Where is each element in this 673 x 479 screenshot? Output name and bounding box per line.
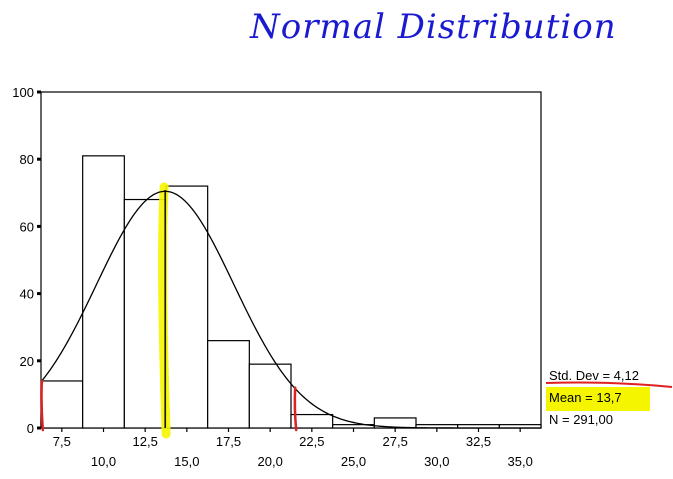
y-tick-label-2: 40 <box>20 287 34 302</box>
tail-marker-1 <box>293 386 298 432</box>
histogram-bar-4 <box>207 340 250 429</box>
tail-marker-0 <box>40 379 45 432</box>
std-dev-label: Std. Dev = 4,12 <box>549 368 639 383</box>
x-tick-label-upper-2: 17,5 <box>216 434 241 449</box>
x-tick-label-upper-3: 22,5 <box>299 434 324 449</box>
x-tick-label-upper-4: 27,5 <box>383 434 408 449</box>
y-tick-label-1: 20 <box>20 354 34 369</box>
chart-title: Normal Distribution <box>249 7 617 47</box>
x-tick-label-upper-5: 32,5 <box>466 434 491 449</box>
y-axis: 0 20 40 60 80 100 <box>12 85 41 436</box>
std-dev-underline <box>545 381 673 388</box>
x-tick-label-lower-4: 30,0 <box>424 454 449 469</box>
stats-box: Std. Dev = 4,12 Mean = 13,7 N = 291,00 <box>545 368 673 427</box>
mean-highlight-box <box>546 387 650 411</box>
normal-curve <box>40 190 541 429</box>
histogram-bars <box>40 155 542 429</box>
x-tick-label-upper-0: 7,5 <box>53 434 71 449</box>
x-tick-label-lower-3: 25,0 <box>341 454 366 469</box>
y-tick-label-5: 100 <box>12 85 34 100</box>
y-tick-label-3: 60 <box>20 219 34 234</box>
histogram-bar-1 <box>82 155 125 429</box>
x-tick-label-lower-2: 20,0 <box>258 454 283 469</box>
x-tick-label-lower-0: 10,0 <box>91 454 116 469</box>
y-tick-label-0: 0 <box>27 421 34 436</box>
histogram-bar-0 <box>40 380 84 429</box>
y-tick-label-4: 80 <box>20 152 34 167</box>
x-axis: 7,5 12,5 17,5 22,5 27,5 32,5 10,0 15,0 20,0 25,0 3… <box>53 428 533 469</box>
histogram-bar-6 <box>290 413 334 429</box>
mean-label: Mean = 13,7 <box>549 390 622 405</box>
n-label: N = 291,00 <box>549 412 613 427</box>
x-tick-label-upper-1: 12,5 <box>133 434 158 449</box>
annotation-markers <box>40 190 298 432</box>
normal-curve-line <box>40 190 541 429</box>
histogram-bar-5 <box>248 363 292 429</box>
x-tick-label-lower-1: 15,0 <box>174 454 199 469</box>
x-tick-label-lower-5: 35,0 <box>508 454 533 469</box>
